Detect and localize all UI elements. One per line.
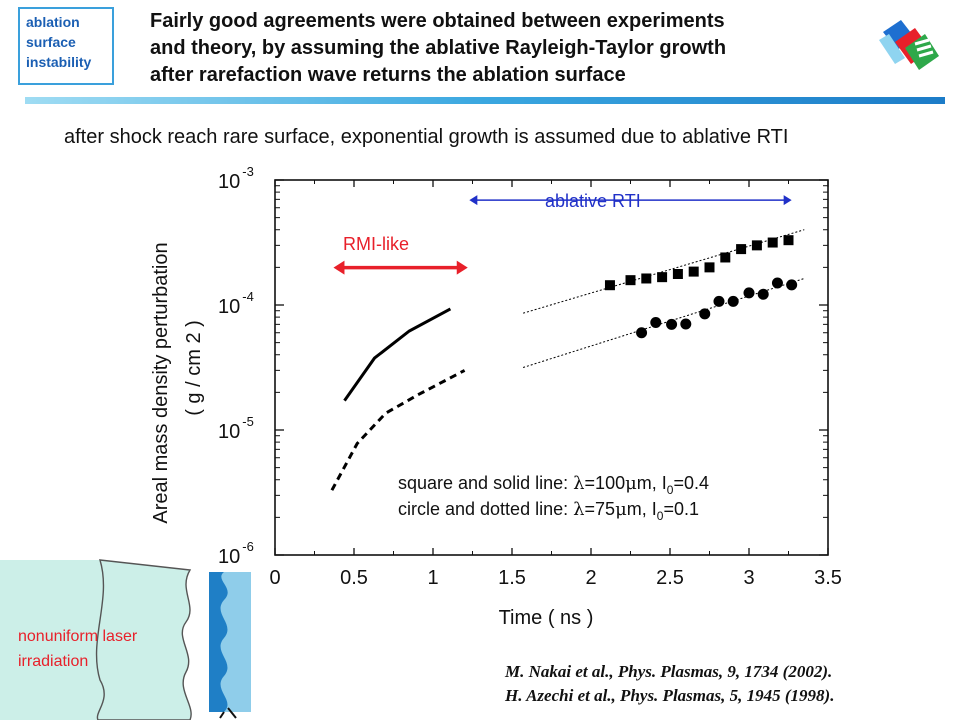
x-tick-label: 1.5 (498, 567, 526, 589)
legend-line-square: square and solid line: λ=100μm, I0=0.4 (398, 473, 709, 497)
square-marker (767, 237, 778, 248)
square-marker (625, 275, 636, 286)
laser-label-line: irradiation (18, 653, 88, 670)
square-marker (704, 262, 715, 273)
reference-item: H. Azechi et al., Phys. Plasmas, 5, 1945… (505, 686, 835, 705)
legend-line-circle: circle and dotted line: λ=75μm, I0=0.1 (398, 499, 699, 523)
phase-arrows (333, 195, 792, 275)
slide-title: Fairly good agreements were obtained bet… (150, 8, 870, 89)
x-tick-label: 0.5 (340, 567, 368, 589)
x-tick-label: 3.5 (814, 567, 842, 589)
topic-tag-line: instability (26, 54, 92, 70)
y-tick-labels: 10-3 10-4 10-5 10-6 (218, 164, 254, 568)
slide-title-line: Fairly good agreements were obtained bet… (150, 10, 725, 32)
square-marker (688, 266, 699, 277)
rmi-label: RMI-like (343, 234, 409, 254)
y-tick-label: 10 -6 (218, 539, 254, 568)
square-marker (736, 244, 747, 255)
arrow-head (456, 260, 468, 275)
topic-tag-line: surface (26, 34, 76, 50)
circle-marker (743, 287, 755, 299)
y-axis-units: ( g / cm 2 ) (183, 320, 205, 416)
slide-title-line: after rarefaction wave returns the ablat… (150, 64, 626, 86)
square-marker (657, 272, 668, 283)
y-axis-label: Areal mass density perturbation (150, 242, 172, 523)
square-marker (672, 269, 683, 280)
reference-item: M. Nakai et al., Phys. Plasmas, 9, 1734 … (505, 662, 833, 681)
solid-curve (343, 307, 452, 402)
x-tick-label: 2.5 (656, 567, 684, 589)
circle-marker (680, 318, 692, 330)
x-tick-label: 0 (269, 567, 280, 589)
references: M. Nakai et al., Phys. Plasmas, 9, 1734 … (505, 660, 834, 708)
square-marker (641, 273, 652, 284)
x-axis-label: Time ( ns ) (499, 607, 594, 629)
x-tick-label: 2 (585, 567, 596, 589)
circle-marker (713, 295, 725, 307)
x-tick-label: 3 (743, 567, 754, 589)
arrow-head (469, 195, 478, 206)
arrow-head (783, 195, 792, 206)
y-tick-label: 10 -3 (218, 164, 254, 193)
topic-tag: ablation surface instability (18, 7, 114, 85)
circle-marker (771, 277, 783, 289)
target-diagram (0, 559, 251, 720)
dashed-curve (330, 369, 466, 491)
dotted-fit-line (522, 278, 805, 368)
tick-marks (274, 179, 829, 556)
x-tick-label: 1 (427, 567, 438, 589)
data-markers (604, 235, 798, 339)
square-marker (783, 235, 794, 246)
circle-marker (757, 288, 769, 300)
circle-marker (666, 318, 678, 330)
circle-marker (786, 279, 798, 291)
arrow-head (333, 260, 345, 275)
y-tick-label: 10 -5 (218, 414, 254, 443)
circle-marker (727, 295, 739, 307)
ablative-label: ablative RTI (545, 191, 641, 211)
header-rule (25, 97, 945, 104)
laser-label-line: nonuniform laser (18, 628, 138, 645)
square-marker (604, 280, 615, 291)
circle-marker (636, 327, 648, 339)
circle-marker (650, 316, 662, 328)
topic-tag-line: ablation (26, 14, 80, 30)
slide-subtitle: after shock reach rare surface, exponent… (64, 126, 789, 148)
slide-title-line: and theory, by assuming the ablative Ray… (150, 37, 727, 59)
x-tick-labels: 0 0.5 1 1.5 2 2.5 3 3.5 (269, 567, 841, 589)
sim-curves (330, 307, 466, 491)
y-tick-label: 10 -4 (218, 289, 254, 318)
circle-marker (699, 308, 711, 320)
dotted-fit-line (522, 229, 805, 314)
square-marker (720, 252, 731, 263)
institute-logo-icon (879, 20, 939, 70)
square-marker (751, 240, 762, 251)
